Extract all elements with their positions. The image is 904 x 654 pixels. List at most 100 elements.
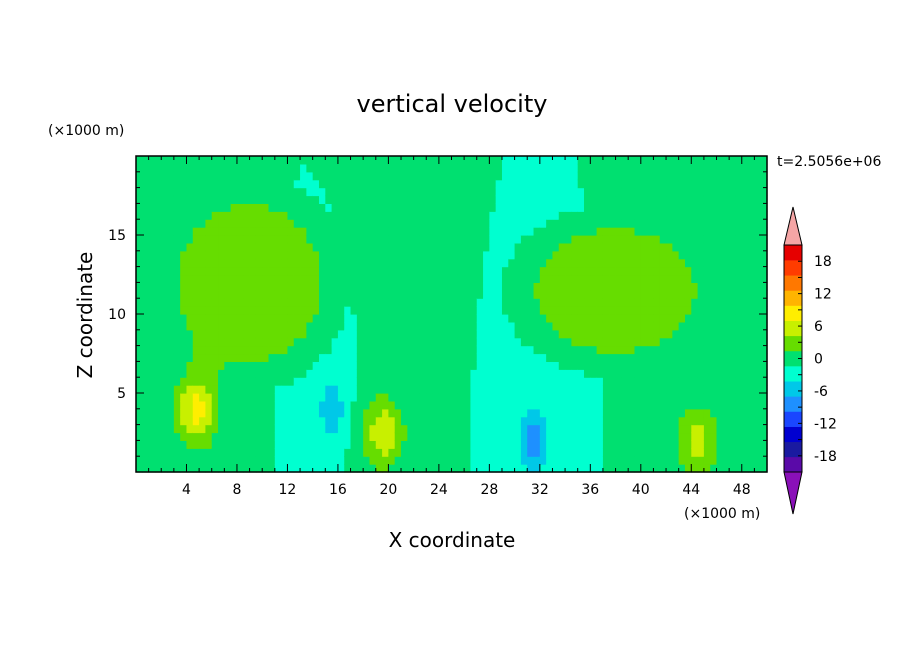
- field-cell: [539, 353, 547, 362]
- field-cell: [697, 195, 705, 204]
- field-cell: [192, 345, 200, 355]
- field-cell: [167, 464, 175, 473]
- field-cell: [451, 456, 459, 465]
- field-cell: [546, 282, 554, 291]
- field-cell: [243, 227, 251, 236]
- field-cell: [596, 156, 604, 165]
- field-cell: [337, 290, 345, 299]
- field-cell: [300, 448, 307, 457]
- field-cell: [640, 274, 648, 283]
- field-cell: [716, 298, 724, 307]
- field-cell: [741, 282, 749, 291]
- field-cell: [748, 163, 755, 173]
- field-cell: [470, 274, 478, 283]
- field-cell: [640, 187, 648, 197]
- field-cell: [419, 156, 427, 165]
- field-cell: [703, 250, 711, 260]
- field-cell: [363, 377, 371, 386]
- field-cell: [180, 156, 188, 165]
- field-cell: [722, 227, 730, 236]
- field-cell: [199, 440, 207, 449]
- field-cell: [401, 163, 408, 173]
- field-cell: [602, 219, 610, 228]
- field-cell: [413, 227, 421, 236]
- field-cell: [413, 242, 421, 252]
- field-cell: [350, 432, 358, 441]
- field-cell: [483, 290, 490, 299]
- field-cell: [691, 440, 699, 449]
- field-cell: [136, 393, 143, 402]
- field-cell: [356, 432, 364, 441]
- field-cell: [293, 408, 301, 418]
- field-cell: [419, 416, 427, 426]
- field-cell: [464, 385, 472, 394]
- field-cell: [388, 377, 396, 386]
- field-cell: [735, 337, 743, 347]
- field-cell: [236, 393, 244, 402]
- field-cell: [483, 227, 490, 236]
- field-cell: [243, 416, 251, 426]
- field-cell: [148, 203, 156, 212]
- field-cell: [344, 187, 352, 197]
- field-cell: [571, 329, 579, 339]
- field-cell: [527, 464, 535, 473]
- field-cell: [445, 361, 453, 370]
- field-cell: [577, 448, 585, 457]
- field-cell: [287, 377, 295, 386]
- field-cell: [451, 432, 459, 441]
- field-cell: [678, 211, 686, 220]
- field-cell: [684, 282, 692, 291]
- field-cell: [432, 393, 440, 402]
- field-cell: [672, 361, 680, 370]
- field-cell: [565, 361, 572, 370]
- field-cell: [432, 211, 440, 220]
- field-cell: [300, 171, 307, 181]
- field-cell: [281, 385, 289, 394]
- field-cell: [489, 377, 497, 386]
- field-cell: [180, 179, 188, 189]
- field-cell: [224, 464, 232, 473]
- field-cell: [451, 242, 459, 252]
- field-cell: [489, 274, 497, 283]
- field-cell: [760, 274, 768, 283]
- field-cell: [640, 195, 648, 204]
- field-cell: [659, 337, 667, 347]
- field-cell: [445, 345, 453, 355]
- field-cell: [697, 353, 705, 362]
- field-cell: [703, 345, 711, 355]
- field-cell: [401, 242, 408, 252]
- field-cell: [312, 329, 320, 339]
- field-cell: [205, 306, 213, 315]
- field-cell: [634, 258, 642, 268]
- field-cell: [729, 298, 737, 307]
- field-cell: [167, 242, 175, 252]
- field-cell: [501, 211, 509, 220]
- field-cell: [413, 306, 421, 315]
- field-cell: [293, 203, 301, 212]
- field-cell: [760, 298, 768, 307]
- field-cell: [236, 290, 244, 299]
- field-cell: [401, 416, 408, 426]
- field-cell: [584, 171, 591, 181]
- field-cell: [464, 353, 472, 362]
- field-cell: [653, 353, 661, 362]
- field-cell: [154, 250, 162, 260]
- field-cell: [691, 219, 699, 228]
- field-cell: [628, 163, 636, 173]
- field-cell: [691, 432, 699, 441]
- field-cell: [167, 187, 175, 197]
- field-cell: [167, 163, 175, 173]
- field-cell: [697, 203, 705, 212]
- field-cell: [438, 250, 446, 260]
- field-cell: [337, 424, 345, 434]
- field-cell: [426, 345, 434, 355]
- field-cell: [666, 282, 673, 291]
- field-cell: [483, 258, 490, 268]
- field-cell: [325, 329, 333, 339]
- field-cell: [363, 416, 371, 426]
- field-cell: [243, 377, 251, 386]
- field-cell: [697, 211, 705, 220]
- field-cell: [287, 282, 295, 291]
- field-cell: [407, 171, 415, 181]
- field-cell: [634, 171, 642, 181]
